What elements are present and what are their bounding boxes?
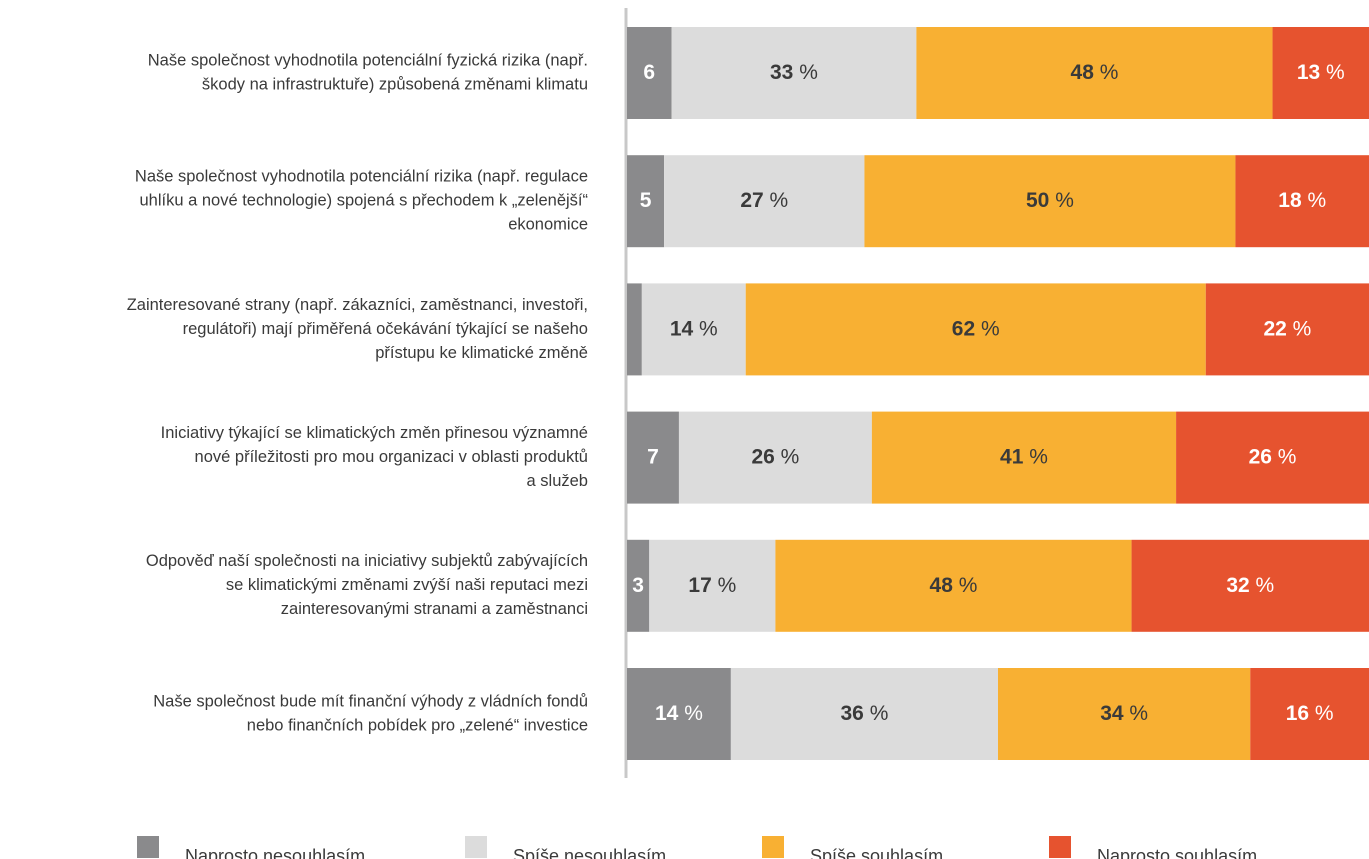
category-label: Iniciativy týkající se klimatických změn… [161,424,588,442]
bar-segment [627,668,731,760]
data-label: 48 % [1071,61,1119,84]
bar-segment [627,27,672,119]
category-label: nové příležitosti pro mou organizaci v o… [195,448,588,466]
legend-swatch [762,836,784,858]
bar-segment [627,283,642,376]
category-label: se klimatickými změnami zvýší naši reput… [226,576,588,594]
data-label: 50 % [1026,189,1074,212]
category-label: nebo finančních pobídek pro „zelené“ inv… [247,716,588,734]
data-label: 33 % [770,61,818,84]
data-label: 14 % [655,702,703,725]
bar-segment [916,27,1273,119]
data-label: 22 % [1263,317,1311,340]
category-label: ekonomice [508,216,588,234]
data-label: 3 [632,573,644,596]
bar-segment [871,411,1177,504]
bar-segment [1131,539,1369,632]
legend-swatch [465,836,487,858]
data-label: 18 % [1278,189,1326,212]
legend-label: Naprosto nesouhlasím [185,846,365,859]
data-label: 41 % [1000,445,1048,468]
category-label: přístupu ke klimatické změně [375,344,588,362]
bar-segment [775,539,1132,632]
category-label: Naše společnost vyhodnotila potenciální … [148,51,588,69]
category-label: Naše společnost bude mít finanční výhody… [153,692,588,710]
data-label: 14 % [670,317,718,340]
bar-segment [664,155,865,248]
legend-label: Spíše souhlasím [810,846,943,859]
legend-label: Spíše nesouhlasím [513,846,666,859]
category-label: Odpověď naší společnosti na iniciativy s… [146,552,588,570]
legend-swatch [137,836,159,858]
data-label: 62 % [952,317,1000,340]
bar-segment [1235,155,1369,248]
bar-segment [1272,27,1369,119]
data-label: 27 % [740,189,788,212]
data-label: 36 % [841,702,889,725]
category-label: a služeb [527,472,588,490]
bar-segment [627,155,665,248]
bar-segment [1205,283,1369,376]
data-label: 17 % [688,573,736,596]
bar-segment [641,283,746,376]
data-label: 5 [640,189,652,212]
data-label: 6 [643,61,655,84]
data-label: 48 % [930,573,978,596]
bar-segment [649,539,776,632]
data-label: 16 % [1286,702,1334,725]
bar-segment [678,411,872,504]
data-label: 34 % [1100,702,1148,725]
bar-segment [864,155,1236,248]
bar-segment [730,668,998,760]
category-label: zainteresovanými stranami a zaměstnanci [281,600,588,618]
bar-segment [627,539,650,632]
bar-segment [627,411,679,504]
category-label: uhlíku a nové technologie) spojená s pře… [139,192,588,210]
bar-segment [1250,668,1369,760]
data-label: 32 % [1226,573,1274,596]
data-label: 13 % [1297,61,1345,84]
category-label: škody na infrastruktuře) způsobená změna… [202,75,588,93]
category-label: Zainteresované strany (např. zákazníci, … [127,296,588,314]
bar-segment [671,27,917,119]
legend-label: Naprosto souhlasím [1097,846,1257,859]
category-label: regulátoři) mají přiměřená očekávání týk… [183,320,588,338]
category-label: Naše společnost vyhodnotila potenciální … [135,168,588,186]
data-label: 7 [647,445,659,468]
data-label: 26 % [751,445,799,468]
bar-segment [998,668,1251,760]
data-label: 26 % [1249,445,1297,468]
bar-segment [1176,411,1369,504]
bar-segment [745,283,1206,376]
legend-swatch [1049,836,1071,858]
